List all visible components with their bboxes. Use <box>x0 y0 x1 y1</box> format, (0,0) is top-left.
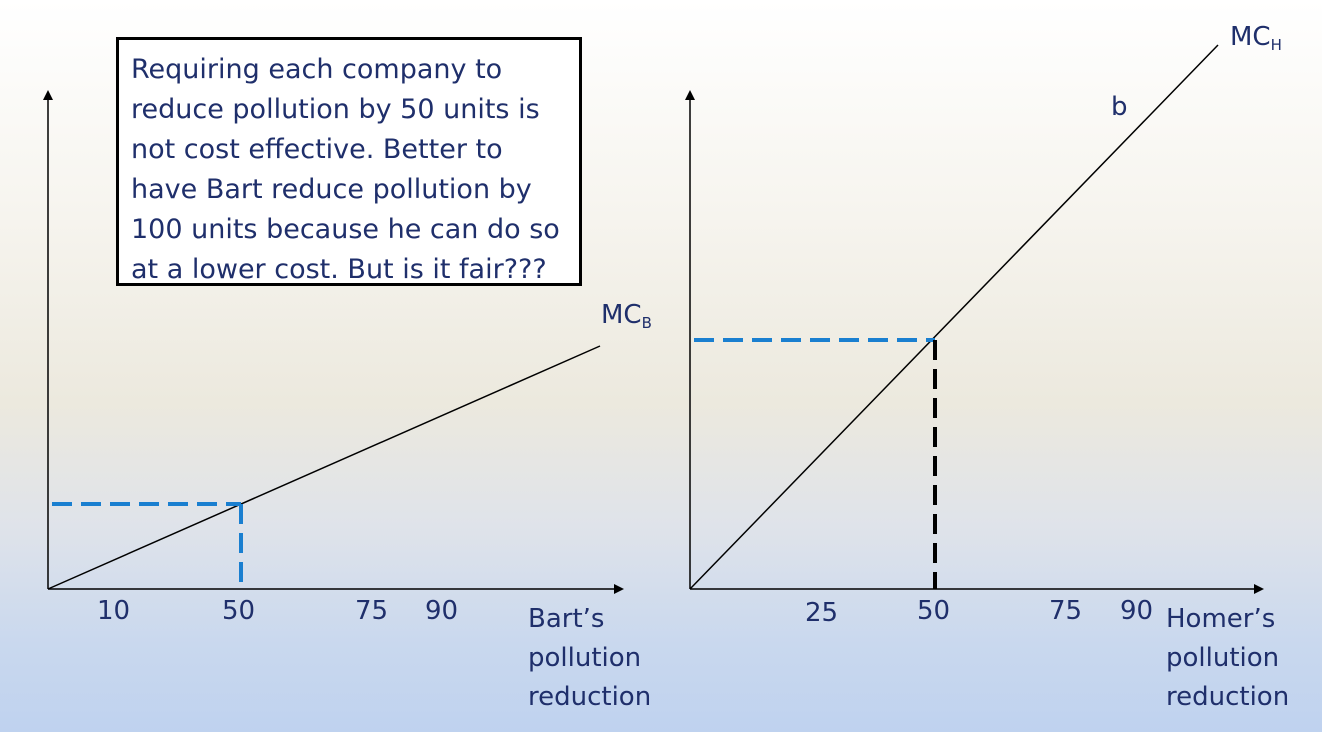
right-tick-label: 75 <box>1049 596 1083 626</box>
callout-line: not cost effective. Better to <box>131 134 503 165</box>
axis-title-line: Bart’s <box>528 604 605 634</box>
left-tick-label: 75 <box>355 596 389 626</box>
left-tick-label: 50 <box>222 596 256 626</box>
callout-line: have Bart reduce pollution by <box>131 174 532 205</box>
callout-line: 100 units because he can do so <box>131 214 560 245</box>
axis-title-line: reduction <box>528 682 652 712</box>
axis-title-line: pollution <box>528 643 642 673</box>
callout-line: Requiring each company to <box>131 54 503 85</box>
right-x-axis-title: Homer’s pollution reduction <box>1166 600 1289 717</box>
right-mc-curve <box>689 44 1219 590</box>
right-curve-label: MCH <box>1230 22 1282 54</box>
point-b-label: b <box>1111 92 1128 122</box>
left-mc-curve <box>47 345 601 590</box>
right-tick-label: 25 <box>805 598 839 628</box>
right-tick-label: 90 <box>1120 596 1154 626</box>
callout-box: Requiring each company to reduce polluti… <box>116 37 582 286</box>
left-tick-label: 90 <box>425 596 459 626</box>
axis-title-line: pollution <box>1166 643 1280 673</box>
axis-title-line: reduction <box>1166 682 1290 712</box>
axis-title-line: Homer’s <box>1166 604 1276 634</box>
left-x-axis-title: Bart’s pollution reduction <box>528 600 651 717</box>
left-tick-label: 10 <box>97 596 131 626</box>
right-tick-label: 50 <box>917 596 951 626</box>
left-curve-label: MCB <box>601 300 652 332</box>
callout-line: at a lower cost. But is it fair??? <box>131 254 547 285</box>
callout-line: reduce pollution by 50 units is <box>131 94 540 125</box>
